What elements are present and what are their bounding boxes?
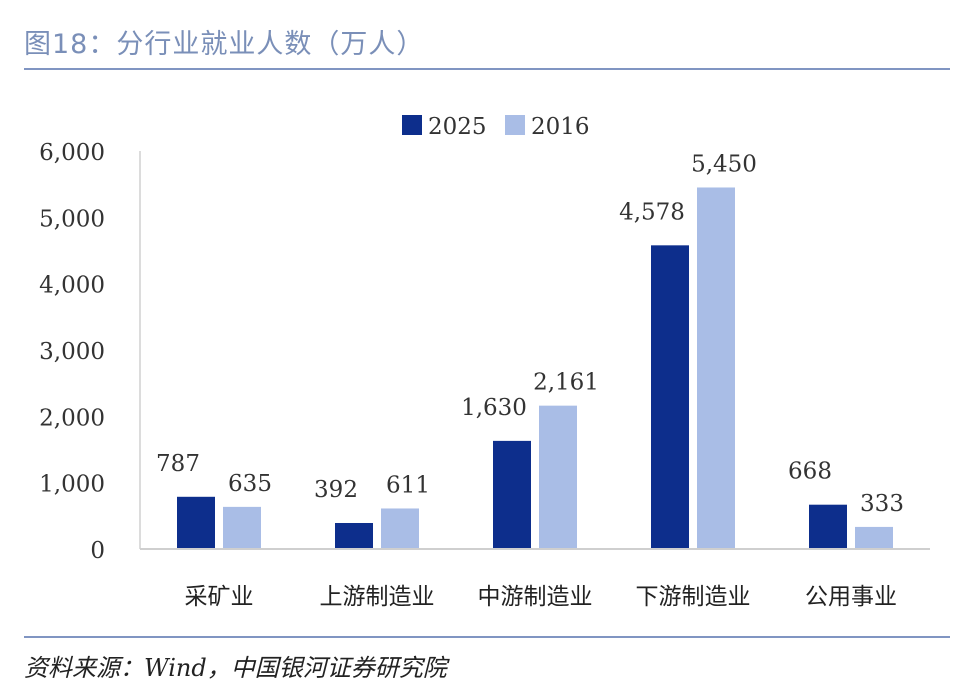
bar-2025 [335,522,373,549]
y-tick-label: 3,000 [39,339,105,365]
data-label-2025: 392 [314,477,358,503]
legend-label-2016: 2016 [531,114,590,140]
x-axis: 采矿业 上游制造业 中游制造业 下游制造业 公用事业 [140,548,930,610]
bars [177,187,893,550]
y-tick-label: 2,000 [39,405,105,431]
bar-2016 [539,405,577,549]
bar-2025 [493,440,531,549]
data-label-2025: 4,578 [619,199,685,225]
x-tick-label: 上游制造业 [320,584,435,610]
legend-label-2025: 2025 [428,114,487,140]
y-tick-label: 5,000 [39,206,105,232]
bar-2025 [809,504,847,549]
data-label-2016: 2,161 [533,370,599,396]
bar-2025 [177,496,215,549]
bar-2016 [697,187,735,549]
bar-2016 [855,526,893,549]
x-tick-label: 中游制造业 [478,584,593,610]
y-tick-label: 0 [90,538,105,564]
x-tick-label: 采矿业 [185,584,254,610]
data-label-2016: 635 [228,471,272,497]
legend-swatch-2016 [505,115,525,135]
source-note: 资料来源：Wind，中国银河证券研究院 [24,654,447,682]
title-divider [24,68,950,70]
data-label-2016: 611 [386,472,430,498]
data-label-2016: 333 [860,491,904,517]
data-label-2016: 5,450 [691,151,757,177]
y-tick-label: 4,000 [39,273,105,299]
y-axis: 0 1,000 2,000 3,000 4,000 5,000 6,000 [39,140,141,564]
legend: 2025 2016 [402,114,590,140]
x-tick-label: 下游制造业 [636,584,751,610]
bar-2016 [381,508,419,549]
legend-swatch-2025 [402,115,422,135]
x-tick-label: 公用事业 [805,584,897,610]
footer-divider [24,636,950,638]
bar-2016 [223,506,261,549]
bar-2025 [651,245,689,550]
y-tick-label: 1,000 [39,472,105,498]
data-label-2025: 1,630 [461,395,527,421]
data-label-2025: 668 [788,459,832,485]
figure-title: 图18：分行业就业人数（万人） [24,29,425,60]
y-tick-label: 6,000 [39,140,105,166]
data-label-2025: 787 [156,451,200,477]
